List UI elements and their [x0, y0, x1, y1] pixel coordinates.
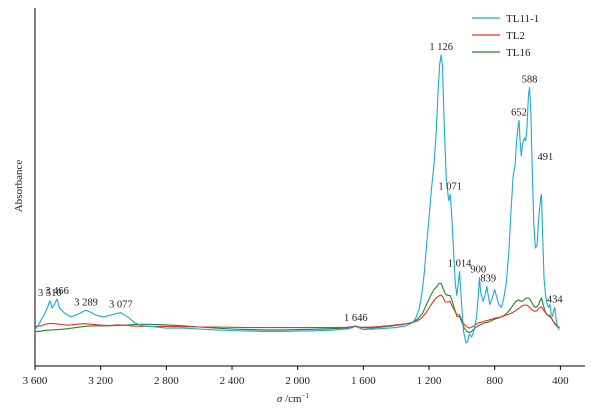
x-tick-label: 3 200 [88, 375, 113, 387]
peak-label: 900 [470, 265, 486, 276]
x-tick-label: 400 [552, 375, 569, 387]
peak-label: 3 466 [45, 286, 69, 297]
x-tick-label: 2 400 [220, 375, 245, 387]
x-tick-label: 1 200 [417, 375, 442, 387]
plot-frame [34, 8, 585, 367]
legend-label: TL11-1 [506, 13, 539, 25]
peak-label: 3 077 [109, 300, 133, 311]
peak-label: 1 126 [429, 42, 453, 53]
series-line-tl11-1 [34, 54, 560, 344]
x-tick-label: 800 [486, 375, 503, 387]
peak-label: 652 [511, 107, 527, 118]
peak-label: 588 [522, 75, 538, 86]
x-axis-label-unit: /cm [282, 393, 302, 405]
peak-label: 1 071 [438, 182, 462, 193]
x-axis-label-superscript: −1 [302, 392, 310, 400]
series-line-tl16 [34, 283, 560, 334]
x-tick-label: 2 000 [285, 375, 310, 387]
x-axis-label: σ /cm−1 [277, 392, 310, 405]
y-axis-label: Absorbance [13, 160, 25, 213]
peak-label: 3 289 [74, 297, 98, 308]
x-ticks: 3 600 3 200 2 800 2 400 2 000 1 600 1 200 800 40… [23, 366, 569, 387]
peak-label: 491 [538, 152, 554, 163]
peak-label: 3 510 [38, 288, 62, 299]
x-tick-label: 2 800 [154, 375, 179, 387]
legend-label: TL16 [506, 47, 531, 59]
peak-label: 839 [480, 274, 496, 285]
legend: TL11-1 TL2 TL16 [472, 13, 539, 59]
peak-label: 434 [547, 294, 564, 305]
peak-label: 1 014 [448, 259, 472, 270]
x-tick-label: 3 600 [23, 375, 48, 387]
peak-label: 1 646 [344, 313, 368, 324]
legend-label: TL2 [506, 30, 525, 42]
x-axis-label-symbol: σ [277, 393, 283, 405]
series-layer [34, 54, 560, 344]
x-tick-label: 1 600 [351, 375, 376, 387]
